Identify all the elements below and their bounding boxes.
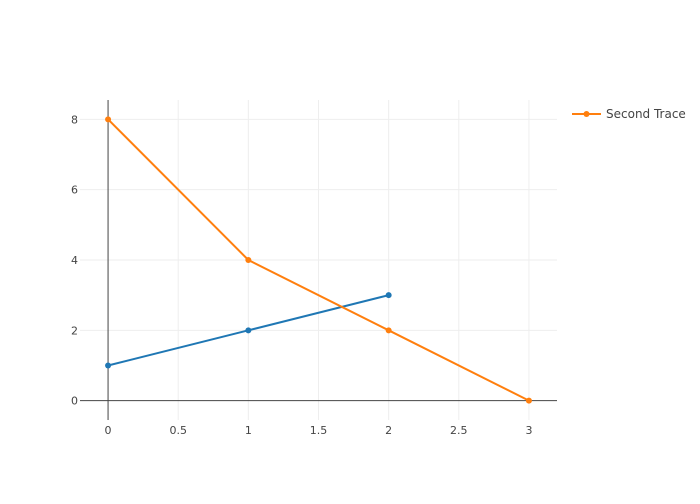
y-tick-label: 4	[71, 254, 78, 267]
tick-labels: 0 0.5 1 1.5 2 2.5 3 0 2 4 6 8	[71, 113, 532, 437]
data-point[interactable]	[525, 397, 532, 404]
legend[interactable]: Second Trace	[572, 107, 686, 121]
grid-lines	[80, 100, 557, 420]
legend-label: Second Trace	[606, 107, 686, 121]
data-point[interactable]	[105, 116, 112, 123]
data-point[interactable]	[105, 362, 112, 369]
series-2	[105, 116, 532, 404]
y-tick-label: 8	[71, 113, 78, 126]
legend-marker	[583, 111, 590, 117]
x-tick-label: 0	[105, 424, 112, 437]
x-tick-label: 0.5	[169, 424, 187, 437]
series-line	[107, 118, 530, 402]
x-tick-label: 2	[385, 424, 392, 437]
data-point[interactable]	[385, 327, 392, 334]
y-tick-label: 0	[71, 395, 78, 408]
data-point[interactable]	[385, 292, 392, 299]
x-tick-label: 2.5	[450, 424, 468, 437]
y-tick-label: 2	[71, 324, 78, 337]
data-point[interactable]	[245, 257, 252, 263]
x-tick-label: 1	[245, 424, 252, 437]
x-tick-label: 1.5	[310, 424, 328, 437]
series-group	[105, 116, 532, 404]
data-point[interactable]	[245, 327, 252, 334]
x-tick-label: 3	[525, 424, 532, 437]
legend-item[interactable]: Second Trace	[572, 107, 686, 121]
y-tick-label: 6	[71, 184, 78, 197]
